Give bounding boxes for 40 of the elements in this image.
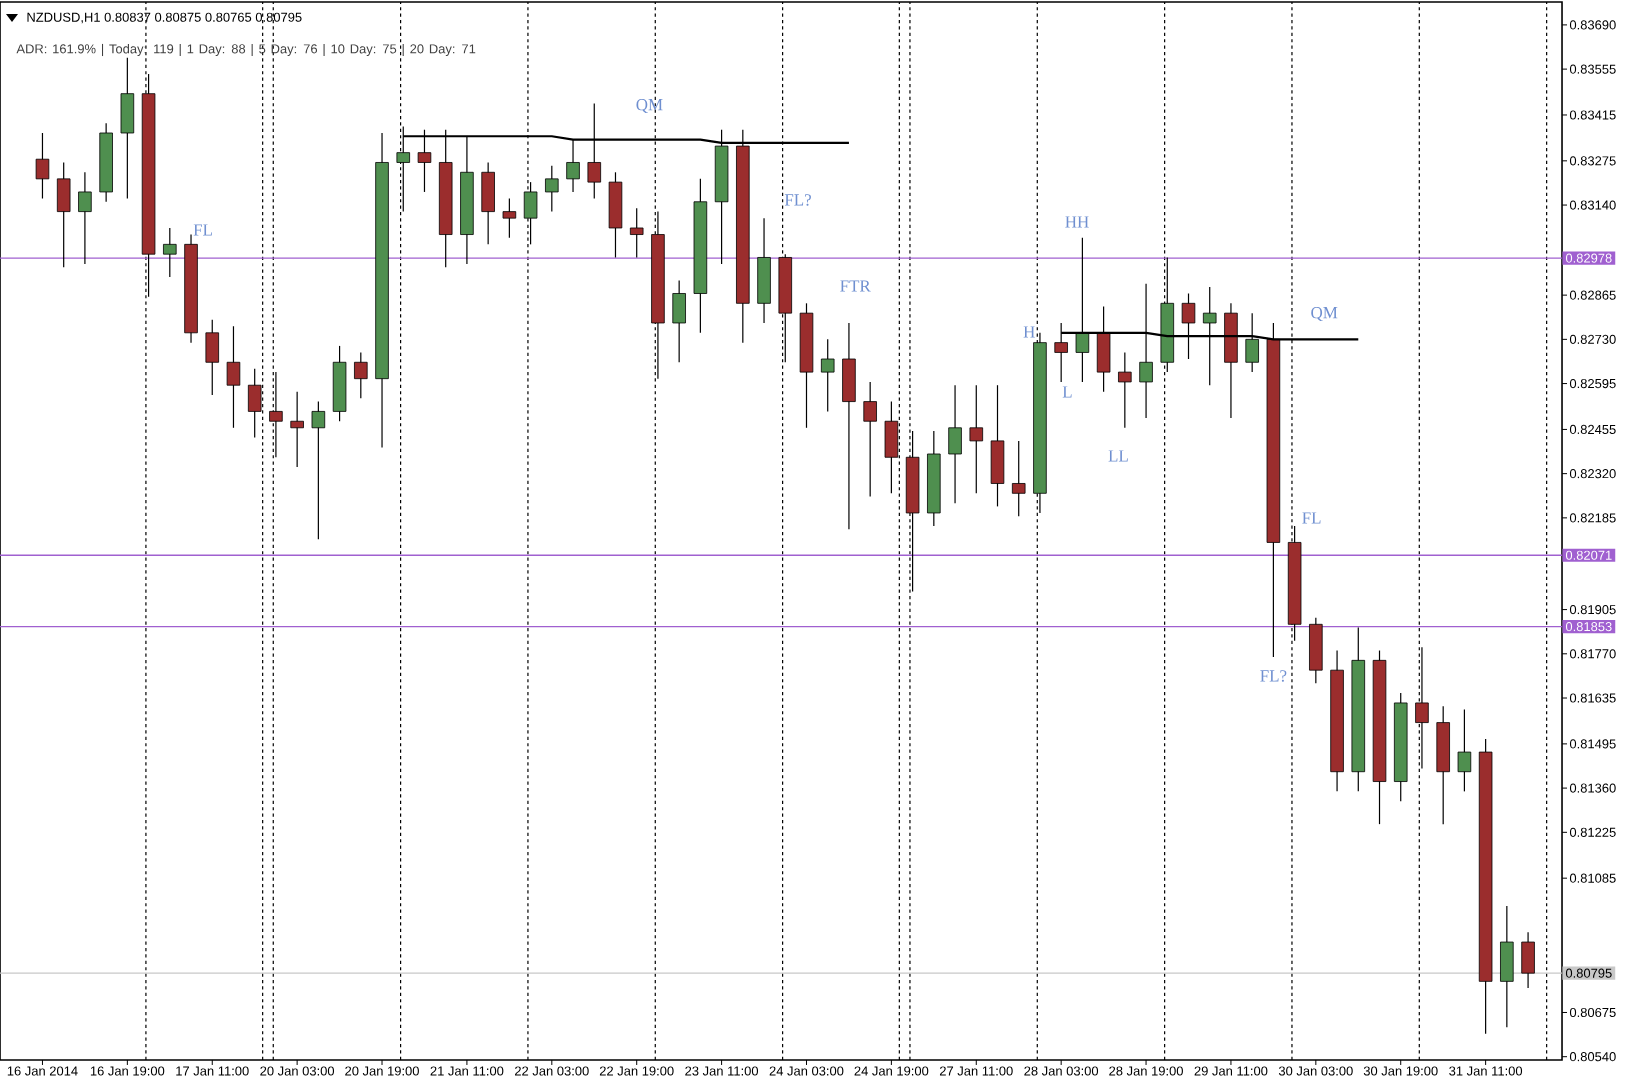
annotation: QM: [636, 98, 663, 113]
candlestick: [629, 207, 644, 259]
candlestick: [354, 351, 368, 399]
candlestick: [35, 132, 50, 200]
annotation: FL: [193, 224, 212, 236]
annotation: FL?: [1260, 670, 1287, 682]
candlestick: [1521, 931, 1535, 989]
candlestick: [842, 322, 856, 530]
candlestick: [820, 338, 835, 413]
annotation: FTR: [840, 280, 871, 292]
annotation: LL: [1108, 450, 1128, 462]
candlestick: [948, 384, 962, 504]
candlestick: [863, 381, 877, 498]
annotation: QM: [1311, 306, 1338, 321]
annotation: HH: [1065, 216, 1089, 228]
candlestick: [1118, 351, 1132, 429]
annotation: FL: [1302, 512, 1321, 524]
candlestick: [290, 391, 304, 468]
candlestick: [120, 57, 135, 200]
candlestick: [502, 197, 517, 239]
candlestick: [56, 161, 71, 268]
candlestick: [990, 384, 1005, 507]
annotation: FL?: [784, 194, 811, 206]
candlestick: [481, 161, 495, 245]
candlestick: [1011, 440, 1026, 517]
candlestick: [757, 217, 771, 324]
candlestick: [78, 171, 92, 265]
candlestick: [672, 279, 686, 363]
candlestick: [226, 325, 241, 429]
candlestick: [163, 227, 177, 278]
annotation: L: [1062, 386, 1072, 398]
candlestick: [1309, 617, 1323, 684]
candlestick: [969, 384, 984, 494]
annotation: H: [1023, 326, 1035, 338]
candlestick: [608, 171, 623, 259]
candlestick: [311, 400, 326, 540]
candlestick: [205, 319, 220, 396]
candlestick: [545, 165, 559, 213]
candlestick: [1500, 905, 1514, 1028]
candlestick: [1457, 708, 1472, 792]
